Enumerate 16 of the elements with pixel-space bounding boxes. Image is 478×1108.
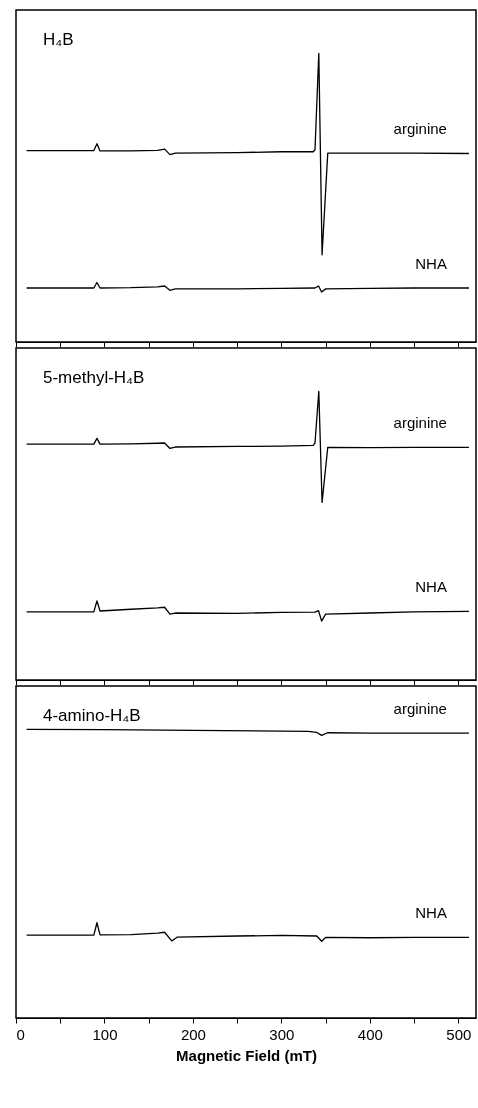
series-label: arginine	[393, 700, 447, 718]
series-label: arginine	[393, 414, 447, 432]
x-tick-label: 0	[16, 1025, 25, 1043]
series-label: NHA	[415, 904, 447, 922]
x-tick-label: 200	[180, 1025, 206, 1043]
series-label: NHA	[415, 255, 447, 273]
x-tick-label: 100	[92, 1025, 118, 1043]
x-tick-label: 500	[446, 1025, 472, 1043]
x-tick-label: 400	[357, 1025, 383, 1043]
series-label: NHA	[415, 578, 447, 596]
series-label: arginine	[393, 120, 447, 138]
chart-title: 5-methyl-H₄B	[43, 368, 145, 387]
chart-title: 4-amino-H₄B	[43, 706, 141, 725]
chart-title: H₄B	[43, 30, 74, 49]
x-tick-label: 300	[269, 1025, 295, 1043]
x-axis-title: Magnetic Field (mT)	[176, 1046, 317, 1064]
